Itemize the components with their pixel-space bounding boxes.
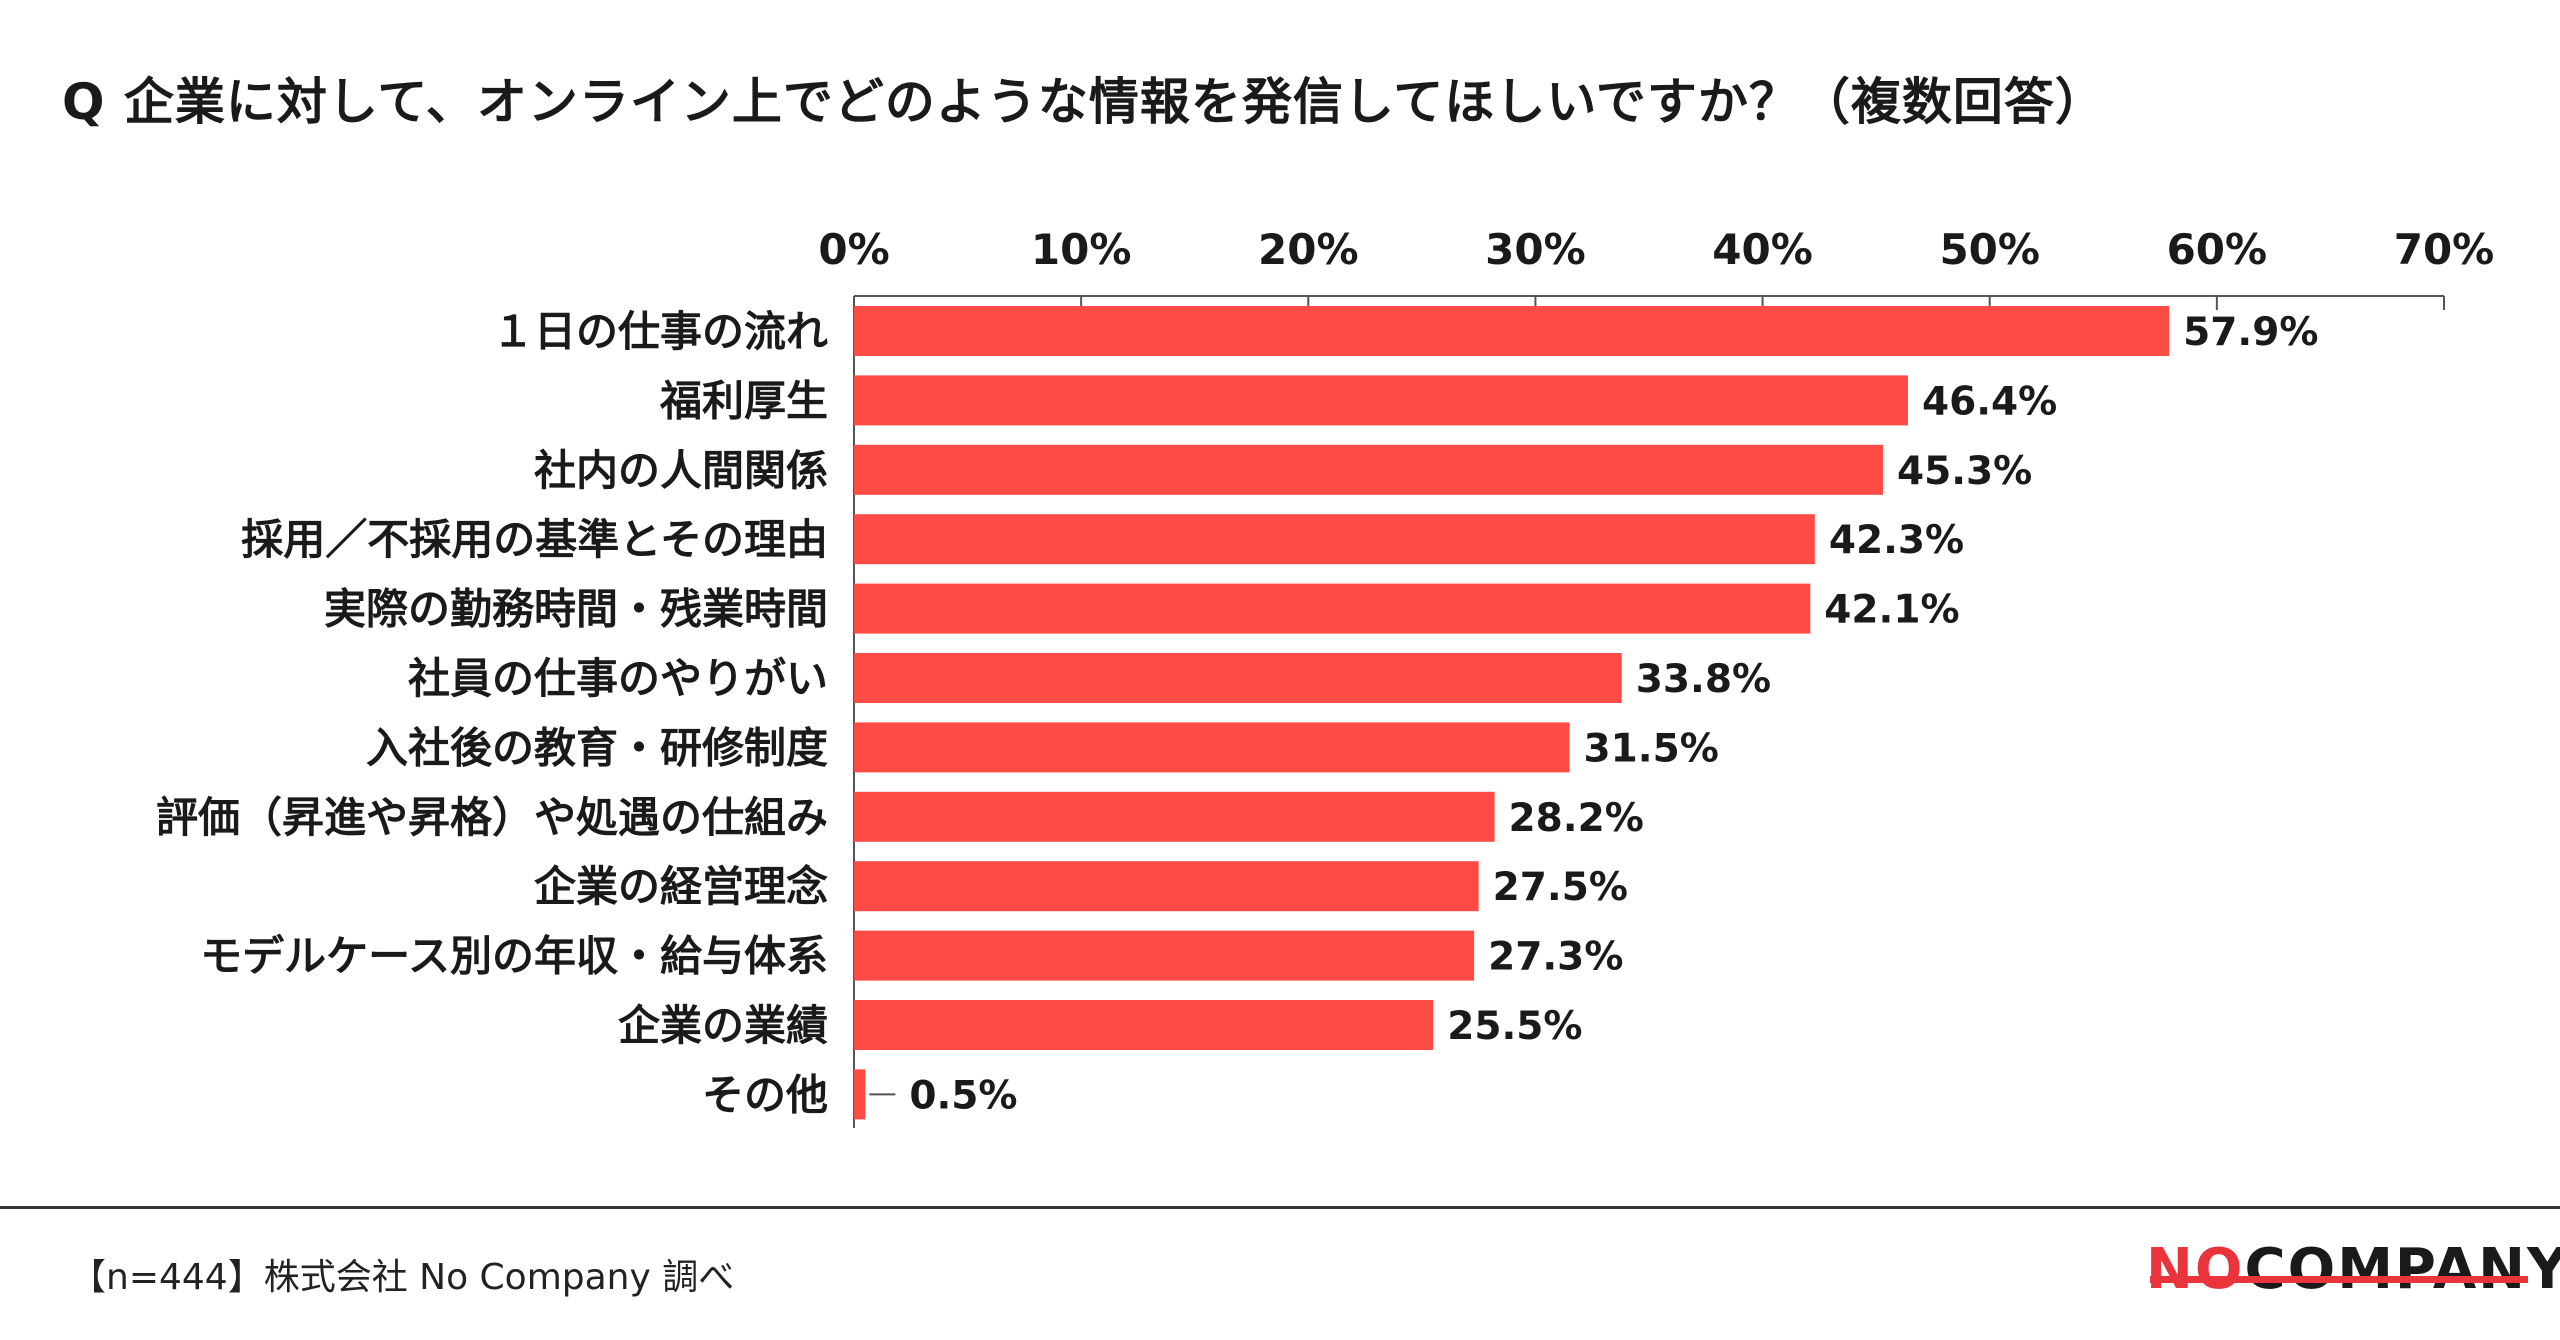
footnote: 【n=444】株式会社 No Company 調べ (70, 1257, 735, 1298)
logo-part-no: NO (2146, 1237, 2245, 1302)
x-tick-label: 30% (1485, 225, 1586, 274)
category-label: モデルケース別の年収・給与体系 (200, 932, 828, 981)
bar (854, 722, 1570, 773)
value-label: 45.3% (1897, 449, 2032, 494)
footer-divider (0, 1206, 2560, 1209)
value-label: 25.5% (1447, 1004, 1582, 1049)
bar-chart: 0% 10% 20% 30% 40% 50% 60% 70% １日の仕事の流れ 57.9% 福利厚生… (156, 225, 2495, 1128)
value-label: 46.4% (1922, 379, 2057, 424)
bar (854, 444, 1883, 495)
category-label: 社員の仕事のやりがい (408, 654, 828, 703)
chart-title: Q 企業に対して、オンライン上でどのような情報を発信してほしいですか？（複数回答… (62, 73, 2106, 131)
bar (854, 1069, 866, 1120)
value-label: 27.3% (1488, 935, 1623, 980)
value-label: 42.3% (1829, 518, 1964, 563)
x-tick-label: 70% (2394, 225, 2495, 274)
category-label: 採用／不採用の基準とその理由 (241, 515, 828, 564)
logo-underline (2150, 1276, 2528, 1283)
value-label: 33.8% (1636, 657, 1771, 702)
category-label: その他 (702, 1070, 828, 1119)
category-label: 企業の経営理念 (534, 862, 828, 911)
x-tick-label: 40% (1712, 225, 1813, 274)
bar (854, 583, 1811, 634)
category-label: 社内の人間関係 (534, 446, 828, 495)
bar (854, 514, 1815, 565)
category-label: １日の仕事の流れ (492, 307, 828, 356)
bar (854, 306, 2170, 356)
value-label: 31.5% (1584, 726, 1719, 771)
bar (854, 375, 1908, 426)
bar (854, 861, 1479, 912)
x-tick-label: 60% (2167, 225, 2268, 274)
value-label: 27.5% (1493, 865, 1628, 910)
x-tick-label: 50% (1939, 225, 2040, 274)
category-label: 入社後の教育・研修制度 (366, 723, 828, 772)
category-label: 福利厚生 (659, 376, 828, 425)
value-label: 42.1% (1824, 588, 1959, 633)
bar (854, 1000, 1434, 1050)
x-tick-label: 0% (818, 225, 889, 274)
value-label: 57.9% (2183, 310, 2318, 355)
company-logo: NOCOMPANY (2146, 1242, 2560, 1298)
logo-part-company: COMPANY (2244, 1237, 2560, 1302)
bar (854, 653, 1622, 703)
value-label: 0.5% (909, 1073, 1017, 1118)
value-label: 28.2% (1509, 796, 1644, 841)
category-label: 実際の勤務時間・残業時間 (324, 585, 828, 634)
category-label: 評価（昇進や昇格）や処遇の仕組み (156, 793, 828, 842)
x-tick-label: 10% (1031, 225, 1132, 274)
bar (854, 930, 1475, 981)
x-tick-label: 20% (1258, 225, 1359, 274)
category-label: 企業の業績 (618, 1001, 828, 1050)
bar (854, 791, 1495, 842)
